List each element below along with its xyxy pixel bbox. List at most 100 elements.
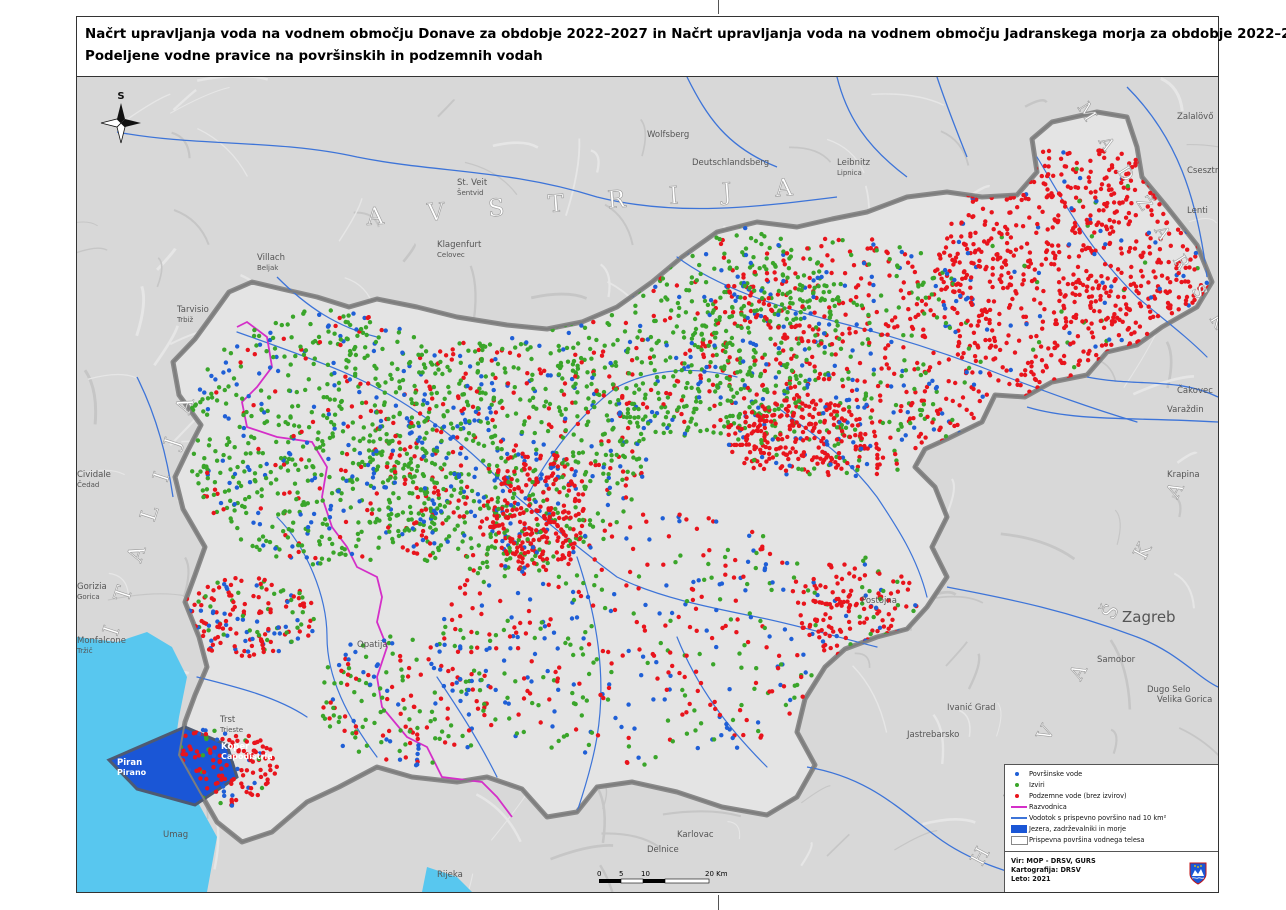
groundwater-point <box>957 334 963 339</box>
surface-water-point <box>759 454 765 460</box>
spring-point <box>446 451 451 456</box>
spring-point <box>573 505 578 510</box>
groundwater-point <box>623 320 629 326</box>
spring-point <box>390 536 395 542</box>
spring-point <box>747 405 752 410</box>
groundwater-point <box>1040 319 1046 324</box>
spring-point <box>222 387 227 393</box>
groundwater-point <box>310 419 316 425</box>
groundwater-point <box>800 625 805 630</box>
groundwater-point <box>296 549 301 555</box>
relief-ridge <box>108 572 129 594</box>
spring-point <box>475 571 481 576</box>
spring-point <box>332 331 337 336</box>
spring-point <box>918 251 924 256</box>
spring-point <box>380 480 386 485</box>
groundwater-point <box>830 258 835 263</box>
spring-point <box>950 417 955 423</box>
groundwater-point <box>273 389 278 394</box>
surface-water-point <box>448 436 453 441</box>
groundwater-point <box>827 562 832 567</box>
groundwater-point <box>1059 199 1065 204</box>
spring-point <box>624 439 629 444</box>
groundwater-point <box>807 624 812 629</box>
groundwater-point <box>898 408 903 414</box>
spring-point <box>587 518 593 523</box>
groundwater-point <box>213 636 218 641</box>
spring-point <box>304 464 309 470</box>
spring-point <box>878 380 883 385</box>
surface-water-point <box>953 329 958 335</box>
groundwater-point <box>1084 268 1089 274</box>
spring-point <box>353 344 358 350</box>
groundwater-point <box>842 271 848 276</box>
spring-point <box>260 534 266 539</box>
spring-point <box>702 577 707 582</box>
spring-point <box>934 389 939 394</box>
groundwater-point <box>1155 313 1161 319</box>
groundwater-point <box>764 418 769 424</box>
groundwater-point <box>527 497 532 502</box>
spring-point <box>838 281 843 287</box>
spring-point <box>727 266 732 271</box>
spring-point <box>560 376 565 381</box>
groundwater-point <box>1156 257 1162 262</box>
relief-ridge <box>402 243 416 263</box>
spring-point <box>466 431 472 436</box>
spring-point <box>916 282 921 287</box>
surface-water-point <box>202 390 207 395</box>
groundwater-point <box>713 706 718 712</box>
groundwater-point <box>887 273 892 278</box>
groundwater-point <box>1108 289 1113 294</box>
surface-water-point <box>763 562 769 567</box>
groundwater-point <box>880 618 885 623</box>
spring-point <box>737 651 742 656</box>
spring-point <box>296 467 301 473</box>
spring-point <box>628 414 633 420</box>
spring-point <box>788 321 793 326</box>
surface-water-point <box>651 697 656 702</box>
spring-point <box>264 349 269 354</box>
relief-ridge <box>1165 341 1173 389</box>
surface-water-point <box>815 275 820 280</box>
surface-water-point <box>492 478 497 483</box>
spring-point <box>909 333 914 338</box>
groundwater-point <box>647 355 653 360</box>
groundwater-point <box>1129 201 1134 206</box>
groundwater-point <box>512 486 517 492</box>
spring-point <box>589 381 594 387</box>
surface-water-point <box>501 658 507 663</box>
groundwater-point <box>746 301 752 306</box>
spring-point <box>811 270 816 275</box>
spring-point <box>380 346 385 352</box>
spring-point <box>571 345 576 350</box>
groundwater-point <box>877 571 882 576</box>
surface-water-point <box>457 353 463 359</box>
groundwater-point <box>821 644 826 649</box>
watershed-divide <box>236 320 513 818</box>
groundwater-point <box>950 257 955 263</box>
groundwater-point <box>807 632 812 638</box>
groundwater-point <box>1089 273 1094 278</box>
groundwater-point <box>1013 247 1019 252</box>
spring-point <box>769 587 774 593</box>
map-canvas[interactable]: A V S T R I J A M A D Ž A R S K A I T A … <box>77 77 1218 892</box>
groundwater-point <box>682 674 687 680</box>
groundwater-point <box>872 433 878 439</box>
surface-water-point <box>351 311 356 316</box>
groundwater-point <box>924 384 930 390</box>
surface-water-point <box>1077 175 1083 181</box>
surface-water-point <box>741 359 746 364</box>
relief-ridge <box>871 93 945 106</box>
groundwater-point <box>751 284 756 289</box>
surface-water-point <box>1146 230 1152 235</box>
spring-point <box>543 386 548 392</box>
spring-point <box>201 494 206 500</box>
groundwater-point <box>606 685 612 691</box>
spring-point <box>727 413 733 419</box>
spring-point <box>727 383 732 389</box>
groundwater-point <box>982 307 988 312</box>
groundwater-point <box>1123 215 1129 220</box>
groundwater-point <box>679 398 684 403</box>
groundwater-point <box>886 323 891 329</box>
